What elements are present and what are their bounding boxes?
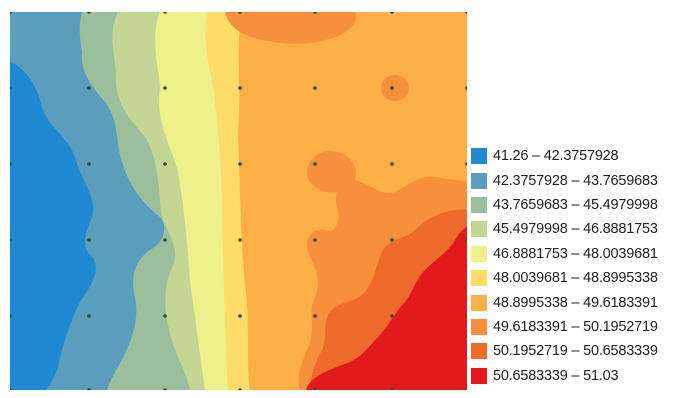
sample-point — [390, 86, 394, 90]
sample-point — [390, 388, 394, 390]
legend-item: 49.6183391 – 50.1952719 — [471, 315, 683, 339]
sample-point — [390, 162, 394, 166]
legend-swatch — [471, 148, 487, 165]
sample-point — [238, 12, 242, 14]
sample-point — [465, 388, 467, 390]
sample-point — [10, 388, 12, 390]
sample-point — [313, 388, 317, 390]
legend-label: 48.0039681 – 48.8995338 — [493, 270, 658, 287]
sample-point — [465, 314, 467, 318]
sample-point — [87, 314, 91, 318]
sample-point — [465, 86, 467, 90]
contour-map — [10, 12, 467, 390]
legend-swatch — [471, 367, 487, 384]
sample-point — [163, 86, 167, 90]
legend-swatch — [471, 294, 487, 311]
sample-point — [238, 162, 242, 166]
legend-label: 48.8995338 – 49.6183391 — [493, 294, 658, 311]
sample-point — [313, 162, 317, 166]
legend-swatch — [471, 172, 487, 189]
sample-point — [465, 162, 467, 166]
sample-point — [10, 314, 12, 318]
legend-item: 50.6583339 – 51.03 — [471, 364, 683, 388]
sample-point — [313, 314, 317, 318]
legend-label: 41.26 – 42.3757928 — [493, 148, 619, 165]
sample-point — [10, 86, 12, 90]
sample-point — [390, 314, 394, 318]
sample-point — [238, 86, 242, 90]
sample-point — [163, 388, 167, 390]
legend-item: 42.3757928 – 43.7659683 — [471, 168, 683, 192]
sample-point — [465, 238, 467, 242]
legend-swatch — [471, 343, 487, 360]
sample-point — [313, 12, 317, 14]
sample-point — [10, 238, 12, 242]
zone-50.7-51.0 — [306, 227, 467, 390]
legend-label: 46.8881753 – 48.0039681 — [493, 245, 658, 262]
sample-point — [10, 12, 12, 14]
sample-point — [238, 388, 242, 390]
sample-point — [87, 388, 91, 390]
legend-label: 43.7659683 – 45.4979998 — [493, 196, 658, 213]
sample-points — [10, 12, 467, 390]
zone-49.6-50.2-top — [225, 12, 356, 44]
legend: 41.26 – 42.3757928 42.3757928 – 43.765968… — [471, 144, 683, 388]
sample-point — [465, 12, 467, 14]
sample-point — [10, 162, 12, 166]
sample-point — [390, 238, 394, 242]
legend-item: 48.0039681 – 48.8995338 — [471, 266, 683, 290]
legend-item: 45.4979998 – 46.8881753 — [471, 217, 683, 241]
zone-41.3-42.4 — [10, 62, 96, 390]
legend-item: 50.1952719 – 50.6583339 — [471, 339, 683, 363]
legend-label: 49.6183391 – 50.1952719 — [493, 318, 658, 335]
legend-item: 43.7659683 – 45.4979998 — [471, 193, 683, 217]
sample-point — [238, 238, 242, 242]
legend-label: 45.4979998 – 46.8881753 — [493, 221, 658, 238]
sample-point — [87, 162, 91, 166]
sample-point — [163, 12, 167, 14]
sample-point — [87, 12, 91, 14]
sample-point — [87, 86, 91, 90]
sample-point — [390, 12, 394, 14]
legend-label: 50.6583339 – 51.03 — [493, 367, 619, 384]
legend-item: 48.8995338 – 49.6183391 — [471, 290, 683, 314]
legend-item: 41.26 – 42.3757928 — [471, 144, 683, 168]
sample-point — [163, 238, 167, 242]
zone-49.6-50.2-mid — [307, 151, 356, 193]
legend-label: 42.3757928 – 43.7659683 — [493, 172, 658, 189]
legend-item: 46.8881753 – 48.0039681 — [471, 242, 683, 266]
sample-point — [163, 314, 167, 318]
legend-swatch — [471, 221, 487, 238]
legend-swatch — [471, 318, 487, 335]
sample-point — [313, 86, 317, 90]
sample-point — [313, 238, 317, 242]
legend-swatch — [471, 196, 487, 213]
legend-label: 50.1952719 – 50.6583339 — [493, 343, 658, 360]
legend-swatch — [471, 270, 487, 287]
sample-point — [87, 238, 91, 242]
sample-point — [163, 162, 167, 166]
sample-point — [238, 314, 242, 318]
legend-swatch — [471, 245, 487, 262]
zone-49.6-50.2-dot — [381, 75, 409, 101]
